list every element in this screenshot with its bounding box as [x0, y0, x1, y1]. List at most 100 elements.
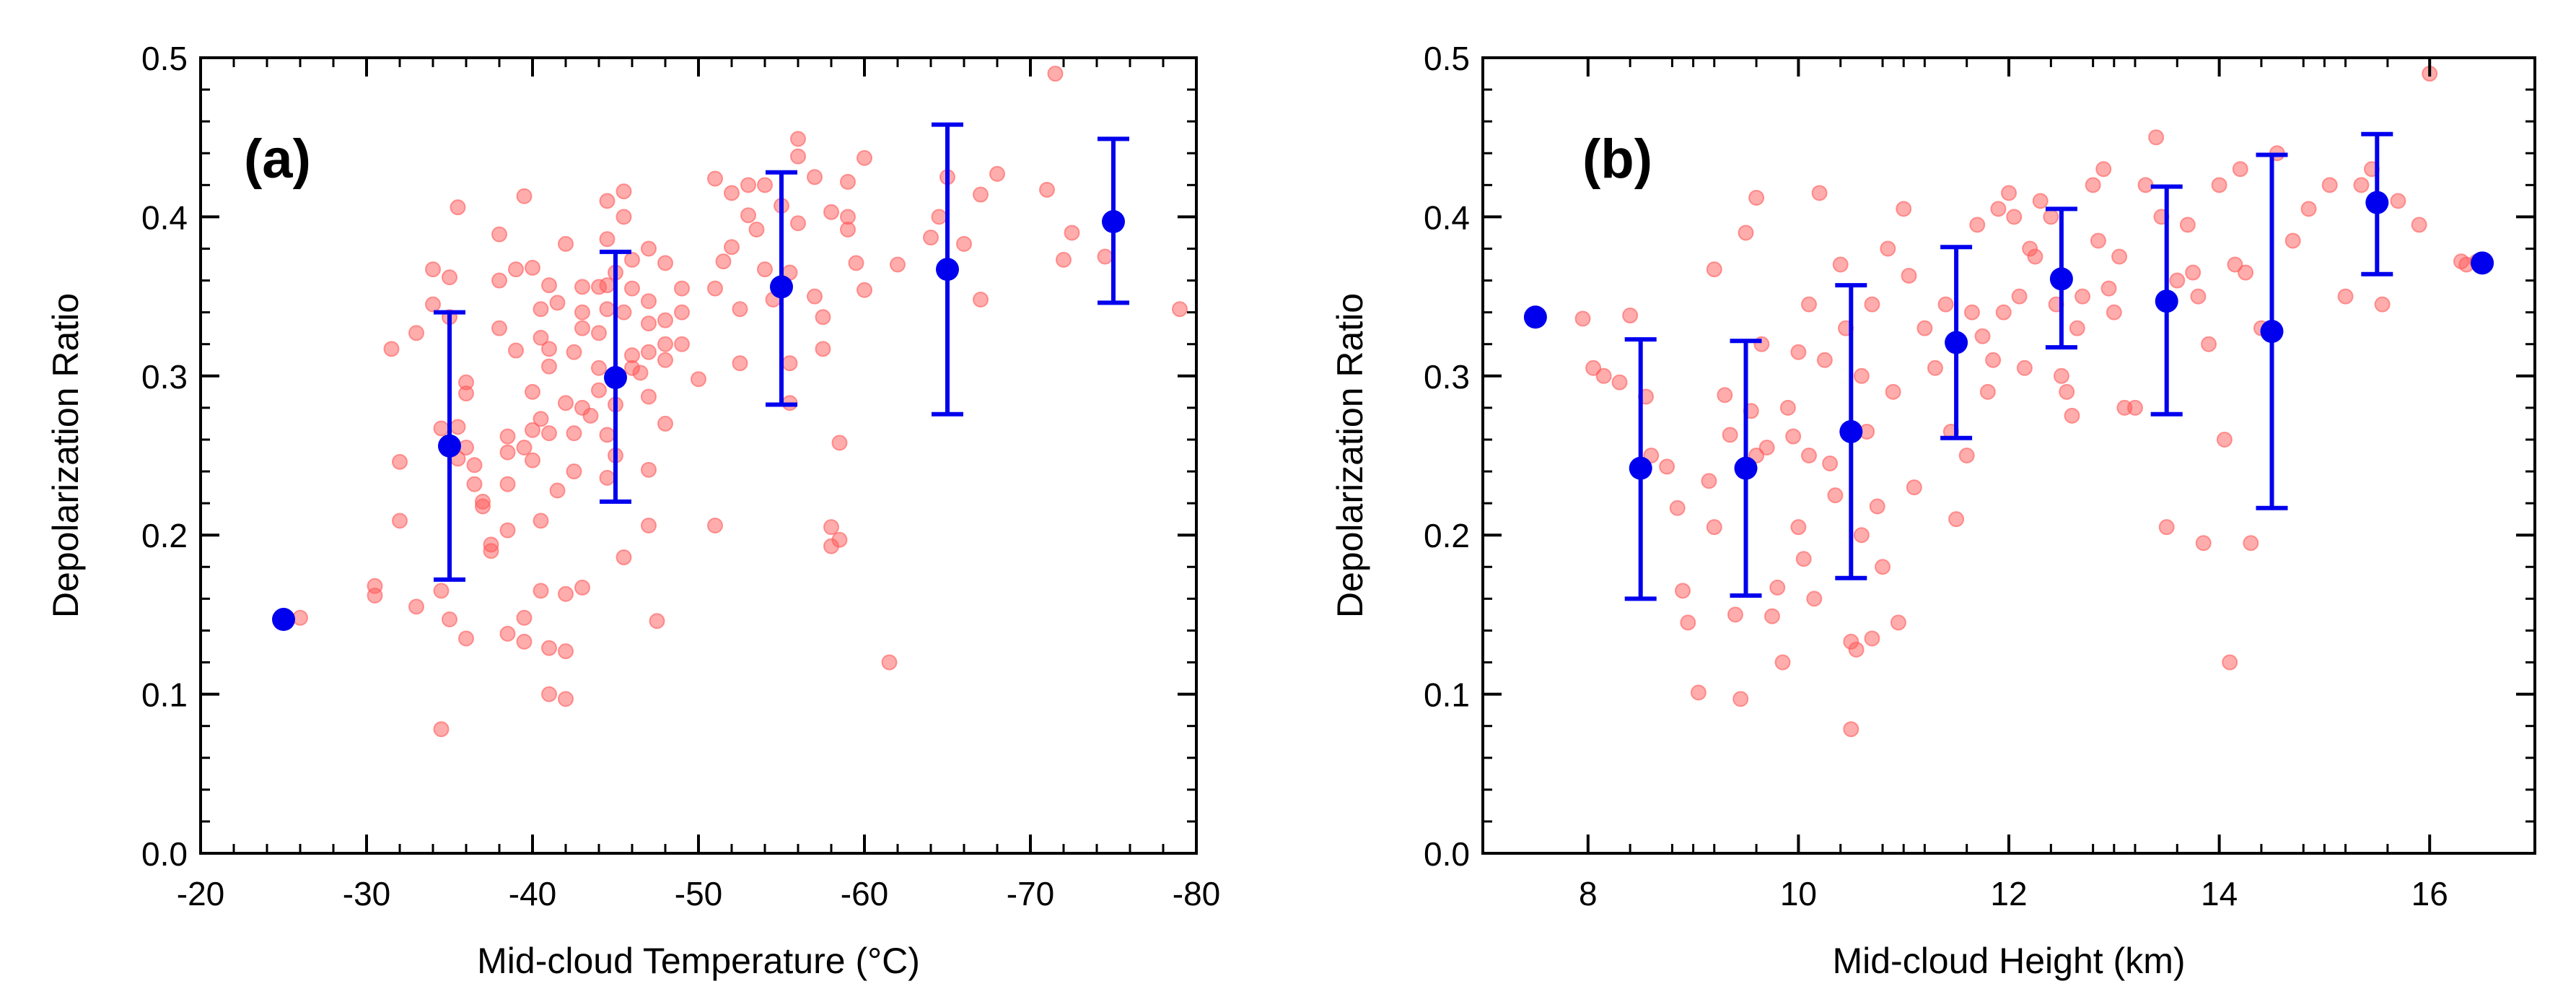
panel-a-scatter-point — [923, 230, 939, 246]
panel-b-scatter-point — [1974, 328, 1991, 344]
panel-a-scatter-point — [732, 355, 748, 372]
panel-a-scatter-point — [392, 513, 408, 529]
panel-b-scatter-point — [1816, 352, 1833, 368]
panel-a-x-tick-labels: -20 -30 -40 -50 -60 -70 -80 — [177, 875, 1220, 912]
panel-a-scatter-point — [624, 251, 640, 268]
panel-b-scatter-point — [2300, 201, 2317, 217]
panel-b-scatter-point — [1880, 240, 1896, 257]
panel-b-scatter-point — [2106, 304, 2122, 321]
panel-b-scatter-point — [2232, 161, 2248, 178]
panel-b-scatter-point — [1659, 458, 1675, 475]
panel-a-scatter-point — [599, 427, 615, 443]
panel-a-scatter-point — [574, 279, 590, 295]
panel-b-scatter-point — [1890, 614, 1906, 631]
panel-a-scatter-point — [525, 452, 540, 469]
panel-a-scatter-point — [740, 177, 756, 193]
panel-b-scatter-point — [2100, 280, 2117, 297]
panel-a-scatter-point — [525, 383, 540, 400]
panel-a-scatter-point — [599, 277, 615, 294]
panel-a-scatter-point — [857, 282, 872, 298]
panel-b-scatter-point — [1574, 310, 1591, 327]
panel-a-y-tick-labels: 0.0 0.1 0.2 0.3 0.4 0.5 — [141, 40, 188, 873]
panel-a-x-tick-label: -70 — [1007, 875, 1054, 912]
panel-a-scatter-point — [442, 269, 457, 286]
panel-b-scatter-point — [1979, 383, 1996, 400]
panel-a-scatter-point — [657, 255, 673, 271]
panel-b-y-axis-title: Depolarization Ratio — [1330, 293, 1370, 618]
panel-b-scatter-point — [1832, 256, 1849, 273]
panel-a-mean-layer — [272, 210, 1125, 632]
panel-a-scatter-point — [989, 165, 1005, 182]
panel-b-x-tick-labels: 8 10 12 14 16 — [1579, 875, 2448, 912]
panel-a-plot-frame — [199, 56, 1198, 855]
panel-a-x-tick-label: -40 — [509, 875, 556, 912]
panel-a-scatter-layer — [276, 66, 1188, 738]
panel-b-scatter-point — [1822, 456, 1839, 472]
panel-b-scatter-point — [1706, 519, 1722, 536]
panel-a-scatter-point — [367, 587, 383, 604]
panel-a-scatter-point — [591, 382, 607, 398]
panel-b-scatter-point — [2075, 288, 2091, 305]
panel-b-scatter-point — [1800, 296, 1817, 313]
panel-b-scatter-point — [1675, 583, 1691, 599]
panel-a-scatter-point — [848, 255, 864, 271]
panel-b-scatter-point — [2238, 264, 2254, 281]
panel-a-scatter-point — [707, 170, 723, 187]
panel-b-scatter-point — [1680, 614, 1696, 631]
panel-a-x-tick-label: -30 — [343, 875, 390, 912]
panel-a-scatter-point — [458, 439, 474, 456]
panel-a-scatter-point — [442, 611, 457, 628]
panel-a-scatter-point — [516, 439, 533, 456]
panel-b-scatter-point — [1717, 387, 1733, 404]
panel-b-scatter-point — [2390, 193, 2406, 209]
panel-b-scatter-point — [1848, 641, 1865, 658]
panel-b-mean-point — [2260, 320, 2284, 344]
panel-a-scatter-point — [392, 453, 408, 470]
panel-a-scatter-point — [499, 428, 516, 445]
panel-a-scatter-point — [1097, 248, 1113, 265]
panel-a-scatter-point — [790, 148, 806, 165]
panel-b-scatter-point — [2095, 161, 2112, 178]
panel-a-errorbar-layer — [434, 122, 1129, 582]
panel-b-label: (b) — [1582, 128, 1652, 190]
panel-b-scatter-point — [1853, 367, 1870, 384]
panel-b-scatter-point — [2169, 272, 2186, 289]
panel-b-scatter-point — [1963, 304, 1980, 321]
panel-a-ticks-layer — [199, 56, 1198, 855]
panel-b-scatter-point — [2032, 193, 2049, 209]
panel-b-scatter-point — [1769, 579, 1786, 596]
panel-b-scatter-point — [2190, 288, 2207, 305]
panel-b-scatter-point — [1864, 296, 1880, 313]
panel-b-scatter-point — [1827, 487, 1844, 504]
panel-a-scatter-point — [807, 288, 823, 305]
panel-a-scatter-point — [466, 457, 483, 474]
panel-b-scatter-point — [2353, 177, 2370, 193]
panel-a-scatter-point — [615, 304, 632, 321]
panel-a-scatter-point — [533, 329, 549, 346]
panel-b-scatter-point — [1795, 551, 1812, 567]
panel-b-scatter-point — [1732, 691, 1749, 707]
panel-b-ticks-layer — [1481, 56, 2536, 855]
panel-b-scatter-point — [1690, 684, 1707, 701]
panel-b-scatter-point — [1906, 479, 1922, 496]
panel-a-scatter-point — [541, 358, 557, 375]
panel-b-scatter-point — [2374, 296, 2391, 313]
panel-b-scatter-point — [2243, 535, 2259, 552]
panel-a-scatter-point — [541, 640, 557, 656]
panel-a-scatter-point — [724, 239, 740, 256]
panel-b-mean-layer — [1523, 191, 2494, 480]
panel-a-scatter-point — [641, 461, 657, 478]
panel-a-scatter-point — [549, 482, 566, 499]
panel-b-scatter-point — [2137, 177, 2154, 193]
panel-b-mean-point — [2471, 251, 2494, 275]
panel-b-scatter-point — [2337, 288, 2354, 305]
panel-b-scatter-point — [1869, 498, 1885, 515]
panel-a-scatter-point — [657, 312, 673, 328]
panel-a-scatter-point — [433, 721, 450, 738]
panel-b-mean-point — [1734, 456, 1758, 480]
panel-a-y-tick-label: 0.4 — [141, 199, 188, 236]
panel-b-scatter-point — [1722, 427, 1738, 443]
panel-a-scatter-point — [599, 231, 615, 248]
panel-a-y-tick-label: 0.2 — [141, 517, 188, 554]
panel-a-scatter-point — [641, 388, 657, 405]
